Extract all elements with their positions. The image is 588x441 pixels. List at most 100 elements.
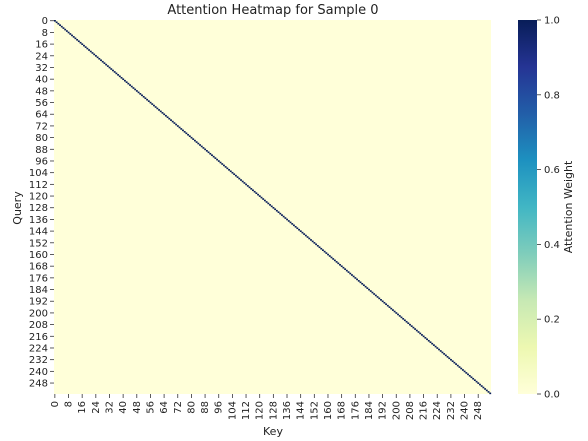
y-tick-label: 192 bbox=[29, 297, 48, 308]
y-tick-label: 120 bbox=[29, 192, 48, 203]
diagonal-cell bbox=[245, 184, 247, 186]
diagonal-cell bbox=[310, 239, 312, 241]
diagonal-cell bbox=[419, 333, 421, 335]
diagonal-cell bbox=[464, 371, 466, 373]
diagonal-cell bbox=[436, 347, 438, 349]
diagonal-cell bbox=[206, 150, 208, 152]
diagonal-cell bbox=[482, 387, 484, 389]
x-tick-label: 224 bbox=[432, 401, 443, 420]
diagonal-cell bbox=[430, 341, 432, 343]
diagonal-cell bbox=[433, 344, 435, 346]
y-tick-label: 128 bbox=[29, 203, 48, 214]
diagonal-cell bbox=[102, 61, 104, 63]
diagonal-cell bbox=[220, 162, 222, 164]
diagonal-cell bbox=[204, 149, 206, 151]
y-tick-label: 8 bbox=[42, 28, 48, 39]
diagonal-cell bbox=[146, 99, 148, 101]
diagonal-cell bbox=[187, 134, 189, 136]
diagonal-cell bbox=[377, 296, 379, 298]
diagonal-cell bbox=[401, 317, 403, 319]
diagonal-cell bbox=[426, 338, 428, 340]
diagonal-cell bbox=[199, 144, 201, 146]
diagonal-cell bbox=[257, 194, 259, 196]
diagonal-cell bbox=[447, 356, 449, 358]
diagonal-cell bbox=[418, 331, 420, 333]
diagonal-cell bbox=[307, 236, 309, 238]
x-tick-label: 136 bbox=[282, 401, 293, 420]
diagonal-cell bbox=[295, 226, 297, 228]
y-tick-label: 232 bbox=[29, 355, 48, 366]
diagonal-cell bbox=[216, 159, 218, 161]
diagonal-cell bbox=[445, 355, 447, 357]
x-tick-label: 32 bbox=[104, 401, 115, 414]
x-tick-label: 192 bbox=[378, 401, 389, 420]
diagonal-cell bbox=[88, 49, 90, 51]
diagonal-cell bbox=[293, 225, 295, 227]
diagonal-cell bbox=[127, 83, 129, 85]
diagonal-cell bbox=[337, 263, 339, 265]
x-tick-label: 184 bbox=[364, 401, 375, 420]
diagonal-cell bbox=[488, 391, 490, 393]
x-tick-label: 160 bbox=[323, 401, 334, 420]
diagonal-cell bbox=[392, 309, 394, 311]
diagonal-cell bbox=[360, 282, 362, 284]
diagonal-cell bbox=[218, 160, 220, 162]
diagonal-cell bbox=[305, 235, 307, 237]
diagonal-cell bbox=[349, 273, 351, 275]
diagonal-cell bbox=[126, 81, 128, 83]
colorbar-tick-label: 0.2 bbox=[544, 315, 560, 326]
diagonal-cell bbox=[365, 286, 367, 288]
colorbar-label: Attention Weight bbox=[562, 160, 575, 253]
diagonal-cell bbox=[228, 169, 230, 171]
y-axis-ticks: 0816243240485664728088961041121201281361… bbox=[29, 16, 54, 389]
y-tick-label: 184 bbox=[29, 285, 48, 296]
diagonal-cell bbox=[262, 198, 264, 200]
diagonal-cell bbox=[274, 208, 276, 210]
diagonal-cell bbox=[175, 124, 177, 126]
x-tick-label: 80 bbox=[186, 401, 197, 414]
x-tick-label: 88 bbox=[200, 401, 211, 414]
diagonal-cell bbox=[232, 172, 234, 174]
diagonal-cell bbox=[213, 156, 215, 158]
diagonal-cell bbox=[319, 246, 321, 248]
diagonal-cell bbox=[383, 302, 385, 304]
diagonal-cell bbox=[225, 166, 227, 168]
y-tick-label: 96 bbox=[35, 156, 48, 167]
y-tick-label: 64 bbox=[35, 110, 48, 121]
y-tick-label: 104 bbox=[29, 168, 48, 179]
diagonal-cell bbox=[56, 21, 58, 23]
x-tick-label: 112 bbox=[241, 401, 252, 420]
diagonal-cell bbox=[411, 325, 413, 327]
colorbar-ticks: 0.0 0.2 0.4 0.6 0.8 1.0 bbox=[537, 16, 560, 401]
x-tick-label: 208 bbox=[405, 401, 416, 420]
diagonal-cell bbox=[201, 146, 203, 148]
diagonal-cell bbox=[404, 319, 406, 321]
diagonal-cell bbox=[484, 388, 486, 390]
diagonal-cell bbox=[271, 206, 273, 208]
diagonal-cell bbox=[138, 92, 140, 94]
diagonal-cell bbox=[182, 130, 184, 132]
diagonal-cell bbox=[472, 378, 474, 380]
diagonal-cell bbox=[74, 38, 76, 40]
diagonal-cell bbox=[196, 141, 198, 143]
diagonal-cell bbox=[315, 244, 317, 246]
diagonal-cell bbox=[237, 176, 239, 178]
diagonal-cell bbox=[173, 122, 175, 124]
diagonal-cell bbox=[370, 290, 372, 292]
diagonal-cell bbox=[387, 305, 389, 307]
diagonal-cell bbox=[428, 340, 430, 342]
diagonal-cell bbox=[191, 137, 193, 139]
diagonal-cell bbox=[104, 62, 106, 64]
diagonal-cell bbox=[158, 109, 160, 111]
diagonal-cell bbox=[296, 227, 298, 229]
diagonal-cell bbox=[443, 353, 445, 355]
x-tick-label: 176 bbox=[350, 401, 361, 420]
diagonal-cell bbox=[440, 350, 442, 352]
diagonal-cell bbox=[134, 89, 136, 91]
x-tick-label: 64 bbox=[159, 401, 170, 414]
diagonal-cell bbox=[385, 303, 387, 305]
diagonal-cell bbox=[121, 77, 123, 79]
diagonal-cell bbox=[139, 93, 141, 95]
x-tick-label: 144 bbox=[296, 401, 307, 420]
